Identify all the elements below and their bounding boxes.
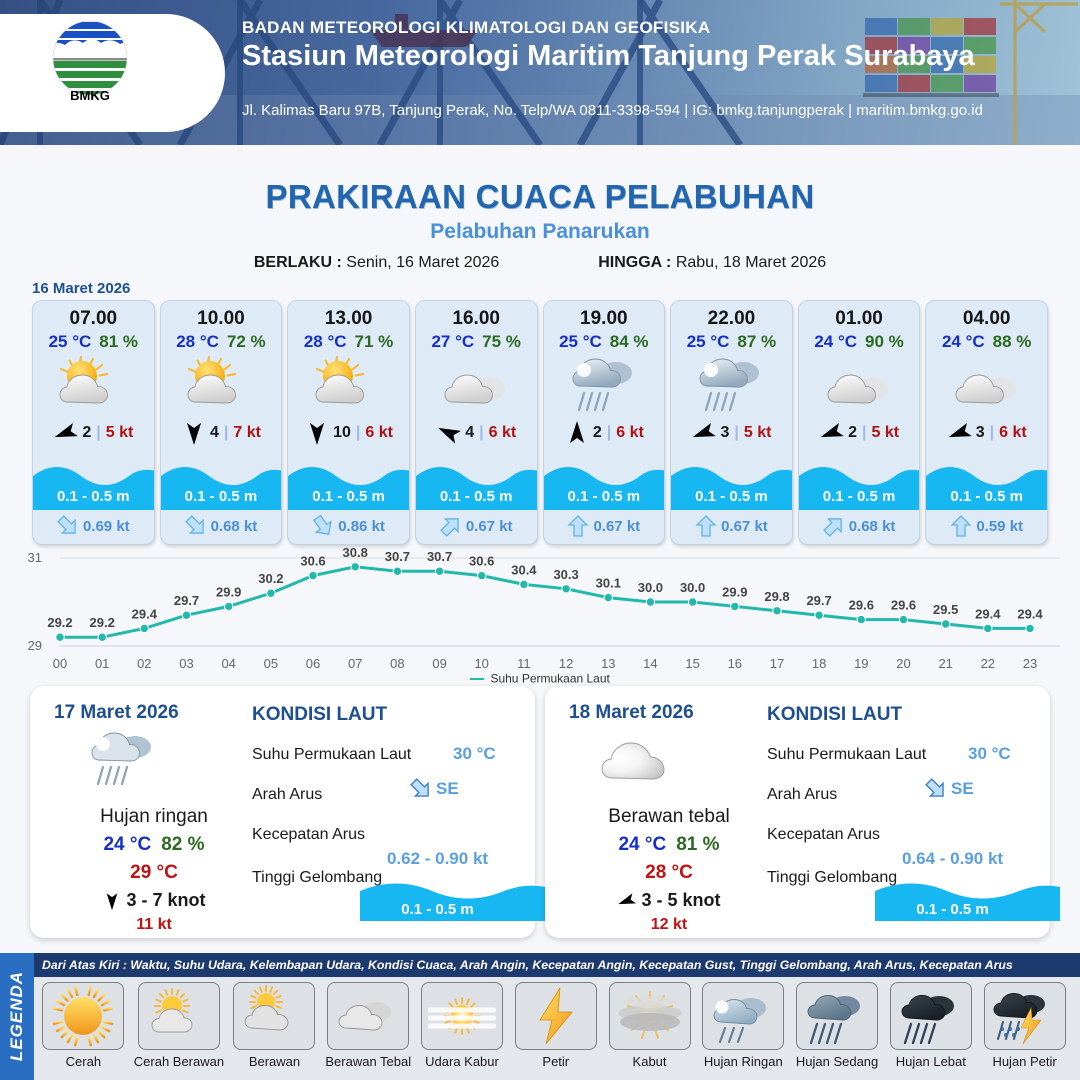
- svg-text:04: 04: [221, 656, 235, 671]
- svg-text:29.7: 29.7: [174, 593, 199, 608]
- svg-text:29.9: 29.9: [722, 584, 747, 599]
- svg-text:29.9: 29.9: [216, 584, 241, 599]
- svg-text:29.6: 29.6: [891, 598, 916, 613]
- svg-text:29.4: 29.4: [975, 606, 1001, 621]
- svg-text:29.5: 29.5: [933, 602, 958, 617]
- svg-text:00: 00: [53, 656, 67, 671]
- svg-text:30.7: 30.7: [427, 549, 452, 564]
- svg-text:29: 29: [28, 638, 42, 653]
- svg-text:10: 10: [474, 656, 488, 671]
- svg-text:16: 16: [728, 656, 742, 671]
- svg-text:01: 01: [95, 656, 109, 671]
- svg-text:19: 19: [854, 656, 868, 671]
- svg-text:29.2: 29.2: [90, 615, 115, 630]
- svg-text:07: 07: [348, 656, 362, 671]
- svg-text:09: 09: [432, 656, 446, 671]
- svg-text:02: 02: [137, 656, 151, 671]
- svg-text:29.4: 29.4: [132, 606, 158, 621]
- svg-text:29.6: 29.6: [849, 598, 874, 613]
- svg-text:30.6: 30.6: [469, 554, 494, 569]
- svg-text:29.4: 29.4: [1017, 606, 1043, 621]
- svg-text:11: 11: [517, 656, 531, 671]
- svg-text:06: 06: [306, 656, 320, 671]
- svg-text:30.6: 30.6: [300, 554, 325, 569]
- svg-text:21: 21: [938, 656, 952, 671]
- svg-text:30.8: 30.8: [343, 548, 368, 560]
- svg-text:31: 31: [28, 550, 42, 565]
- svg-text:17: 17: [770, 656, 784, 671]
- svg-text:18: 18: [812, 656, 826, 671]
- svg-text:29.7: 29.7: [806, 593, 831, 608]
- svg-text:30.7: 30.7: [385, 549, 410, 564]
- svg-text:30.1: 30.1: [596, 576, 621, 591]
- svg-text:13: 13: [601, 656, 615, 671]
- svg-text:05: 05: [264, 656, 278, 671]
- svg-text:08: 08: [390, 656, 404, 671]
- svg-text:30.0: 30.0: [638, 580, 663, 595]
- svg-text:22: 22: [981, 656, 995, 671]
- svg-text:30.0: 30.0: [680, 580, 705, 595]
- svg-text:12: 12: [559, 656, 573, 671]
- svg-text:29.8: 29.8: [764, 589, 789, 604]
- svg-text:15: 15: [685, 656, 699, 671]
- svg-text:23: 23: [1023, 656, 1037, 671]
- svg-text:14: 14: [643, 656, 657, 671]
- svg-text:29.2: 29.2: [47, 615, 72, 630]
- svg-text:03: 03: [179, 656, 193, 671]
- svg-text:20: 20: [896, 656, 910, 671]
- svg-text:30.3: 30.3: [553, 567, 578, 582]
- svg-text:30.2: 30.2: [258, 571, 283, 586]
- svg-text:30.4: 30.4: [511, 562, 537, 577]
- svg-text:BMKG: BMKG: [70, 88, 110, 103]
